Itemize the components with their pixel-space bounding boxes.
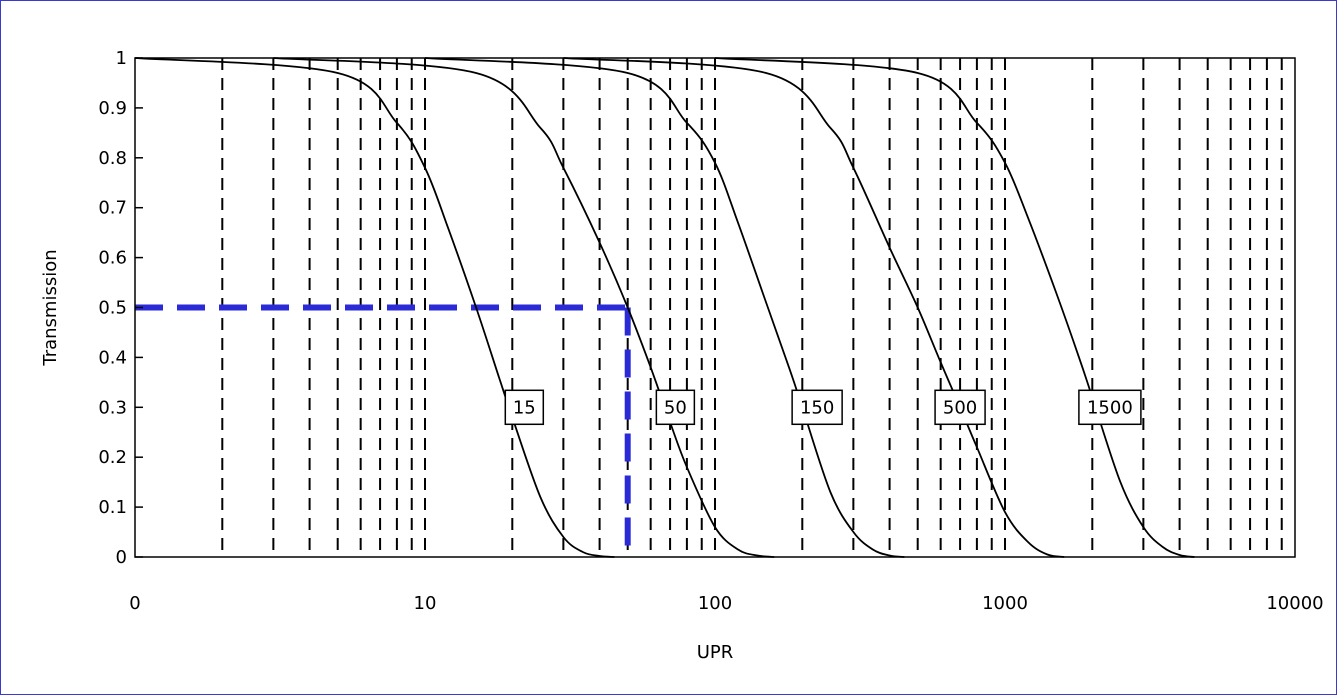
series-line-15	[134, 57, 615, 558]
series-label-50: 50	[664, 397, 687, 418]
x-tick-label: 10	[414, 593, 437, 614]
series-line-500	[563, 57, 1065, 558]
x-tick-label: 10000	[1266, 593, 1323, 614]
series-label-box-50	[655, 389, 696, 426]
y-tick-label: 0.2	[98, 447, 127, 468]
y-tick-label: 0.8	[98, 148, 127, 169]
series-label-box-1500	[1078, 389, 1142, 426]
x-tick-label: 1000	[982, 593, 1028, 614]
y-tick-label: 0	[116, 547, 127, 568]
x-tick-label: 100	[698, 593, 732, 614]
y-axis-label: Transmission	[40, 249, 61, 366]
annotation-lines	[135, 304, 631, 557]
y-tick-label: 0.5	[98, 298, 127, 319]
series-line-50	[273, 57, 775, 558]
x-tick-label: 0	[129, 593, 140, 614]
x-axis-ticks: 0 10 100 1000 10000	[129, 593, 1323, 614]
series-line-1500	[714, 57, 1195, 558]
y-axis-ticks: 0 0.1 0.2 0.3 0.4 0.5 0.6 0.7 0.8 0.9 1	[98, 48, 143, 568]
series-label-150: 150	[800, 397, 834, 418]
y-tick-label: 1	[116, 48, 127, 69]
curves	[134, 57, 1195, 558]
y-tick-label: 0.7	[98, 198, 127, 219]
series-label-1500: 1500	[1087, 397, 1133, 418]
series-label-box-15	[504, 389, 545, 426]
y-tick-label: 0.4	[98, 347, 127, 368]
x-axis-label: UPR	[697, 642, 734, 663]
y-tick-label: 0.6	[98, 248, 127, 269]
gridlines	[221, 58, 1283, 557]
y-tick-label: 0.9	[98, 98, 127, 119]
series-label-15: 15	[513, 397, 536, 418]
series-label-box-500	[934, 389, 986, 426]
y-tick-label: 0.3	[98, 397, 127, 418]
series-label-500: 500	[943, 397, 977, 418]
series-line-150	[424, 57, 905, 558]
series-label-box-150	[791, 389, 843, 426]
y-tick-label: 0.1	[98, 497, 127, 518]
curve-labels: 15 50 150 500 1500	[504, 389, 1142, 426]
